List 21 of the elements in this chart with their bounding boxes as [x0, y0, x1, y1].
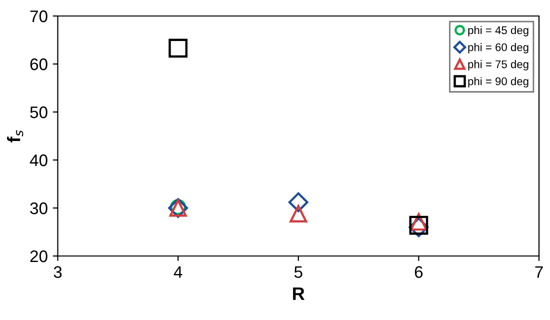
y-tick-label: 30 [30, 202, 48, 214]
y-tick-label: 20 [30, 250, 48, 262]
x-tick-label: 7 [535, 266, 543, 278]
x-tick-label: 5 [294, 266, 302, 278]
point [410, 213, 428, 231]
y-tick-label: 40 [30, 154, 48, 166]
x-tick-label: 4 [174, 266, 182, 278]
legend-label: phi = 75 deg [468, 60, 528, 70]
legend-label: phi = 60 deg [468, 43, 528, 54]
point [290, 205, 308, 223]
legend-label: phi = 90 deg [468, 77, 528, 88]
x-axis-title: R [293, 287, 305, 300]
y-axis-title: f$_{s}$ [7, 130, 24, 142]
y-tick-label: 50 [30, 106, 48, 118]
x-tick-label: 6 [414, 266, 423, 278]
y-tick-label: 70 [30, 10, 48, 22]
x-tick-label: 3 [54, 266, 62, 278]
point [168, 38, 188, 58]
point [288, 192, 308, 212]
y-tick-label: 60 [30, 58, 48, 70]
legend-label: phi = 45 deg [468, 26, 528, 36]
